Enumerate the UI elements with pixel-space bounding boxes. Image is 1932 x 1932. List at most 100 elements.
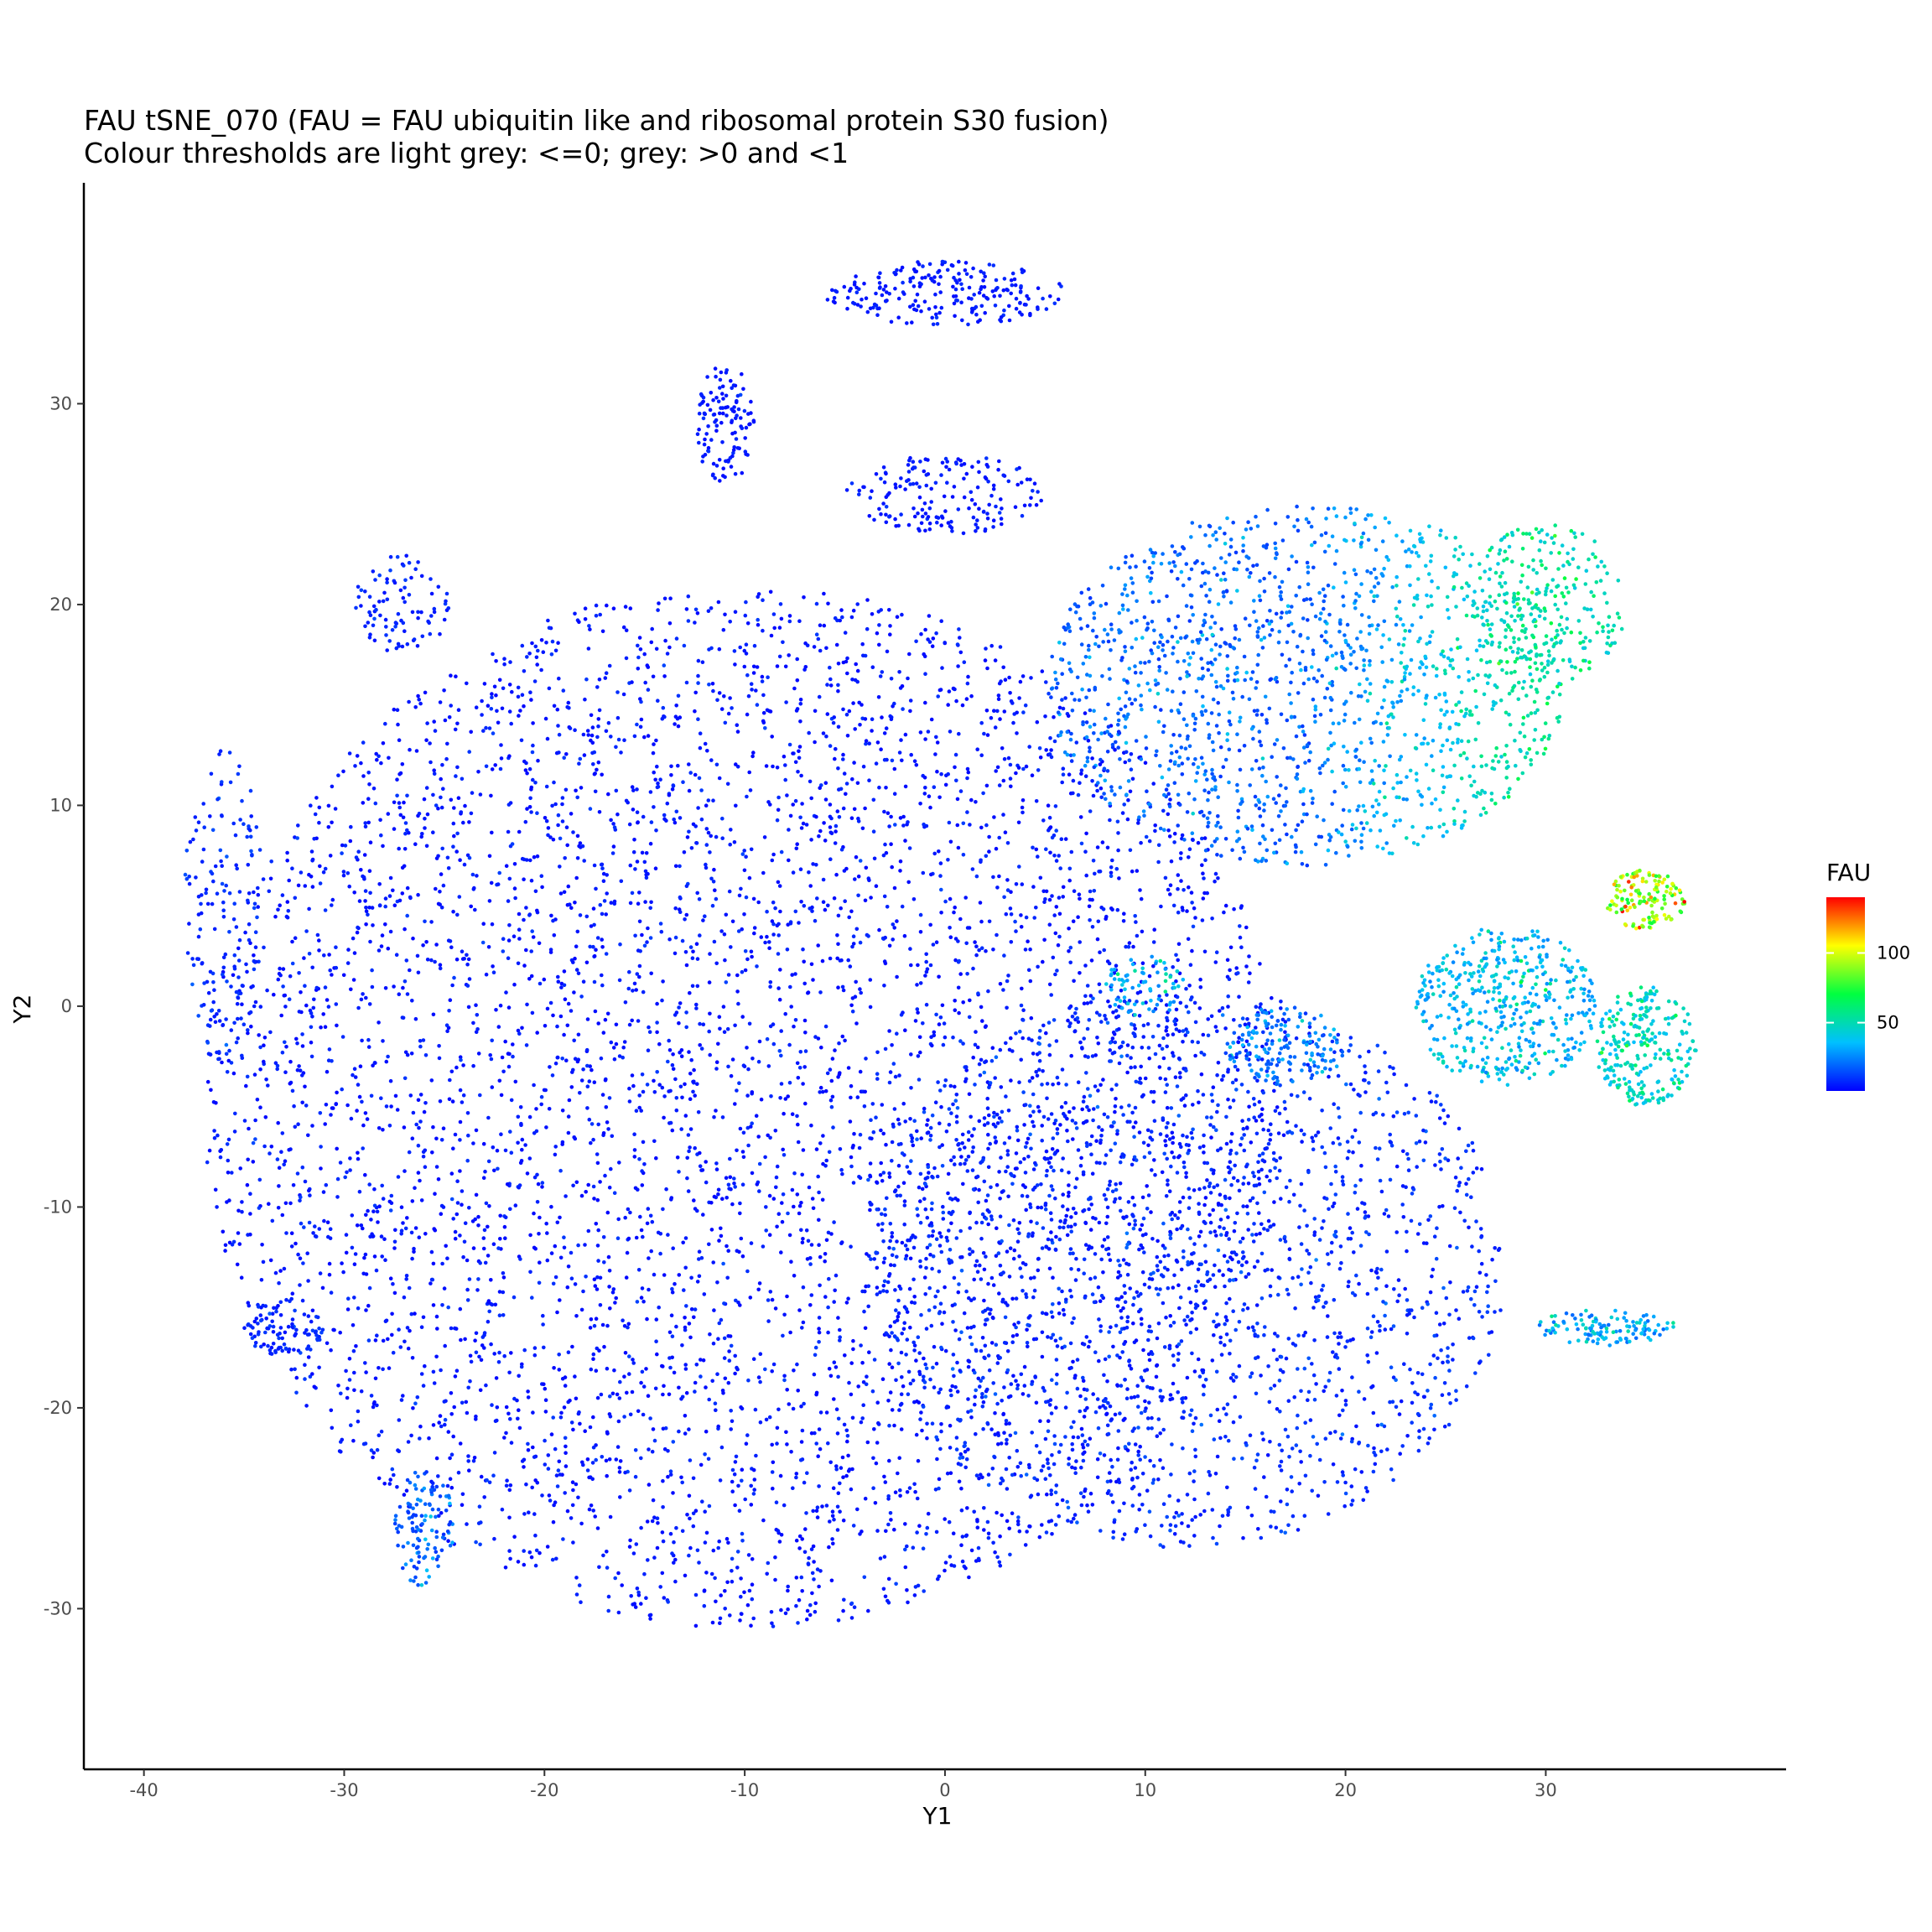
data-point xyxy=(522,669,527,673)
data-point xyxy=(1221,1273,1225,1277)
data-points xyxy=(183,259,1698,1628)
data-point xyxy=(913,1489,917,1494)
data-point xyxy=(326,1005,331,1009)
data-point xyxy=(839,787,844,792)
data-point xyxy=(318,881,323,886)
data-point xyxy=(323,908,328,912)
data-point xyxy=(324,1182,329,1187)
data-point xyxy=(724,1536,730,1541)
data-point xyxy=(261,877,266,881)
data-point xyxy=(1099,1020,1104,1024)
data-point xyxy=(1196,1357,1201,1362)
data-point xyxy=(519,1364,524,1369)
data-point xyxy=(861,1380,866,1384)
data-point xyxy=(1059,837,1064,841)
data-point xyxy=(445,1256,449,1260)
data-point xyxy=(979,1277,984,1281)
data-point xyxy=(651,1498,656,1503)
data-point xyxy=(269,1145,274,1149)
data-point xyxy=(851,934,856,938)
data-point xyxy=(563,997,568,1001)
data-point xyxy=(948,730,953,734)
data-point xyxy=(1002,756,1007,761)
data-point xyxy=(299,1221,304,1226)
data-point xyxy=(862,1309,866,1314)
data-point xyxy=(631,1083,636,1088)
data-point xyxy=(303,1363,307,1367)
data-point xyxy=(654,1339,658,1343)
data-point xyxy=(646,926,650,931)
data-point xyxy=(1184,1027,1188,1031)
data-point xyxy=(495,1405,500,1410)
data-point xyxy=(481,922,486,926)
data-point xyxy=(717,1015,722,1019)
data-point xyxy=(1104,1411,1109,1416)
data-point xyxy=(1088,1228,1093,1232)
data-point xyxy=(460,957,465,961)
data-point xyxy=(1188,1236,1192,1240)
data-point xyxy=(807,1185,812,1190)
data-point xyxy=(957,627,961,631)
data-point xyxy=(334,1102,339,1107)
data-point xyxy=(763,1367,767,1372)
data-point xyxy=(366,912,370,917)
data-point xyxy=(934,735,938,740)
data-point xyxy=(527,913,532,917)
data-point xyxy=(602,1344,606,1349)
data-point xyxy=(820,1197,825,1202)
data-point xyxy=(356,1306,361,1311)
data-point xyxy=(416,693,420,699)
data-point xyxy=(1177,1029,1182,1033)
data-point xyxy=(438,966,443,971)
data-point xyxy=(526,1448,531,1452)
data-point xyxy=(338,1161,343,1165)
data-point xyxy=(1038,1419,1042,1423)
data-point xyxy=(448,1456,452,1461)
data-point xyxy=(1087,904,1092,909)
data-point xyxy=(380,933,385,937)
data-point xyxy=(348,1168,352,1172)
data-point xyxy=(866,1177,870,1182)
data-point xyxy=(826,1305,830,1310)
data-point xyxy=(817,1340,821,1344)
data-point xyxy=(517,1374,521,1379)
data-point xyxy=(593,789,598,794)
data-point xyxy=(908,1117,912,1121)
data-point xyxy=(1041,818,1046,823)
data-point xyxy=(685,835,690,839)
data-point xyxy=(683,950,688,954)
data-point xyxy=(642,1571,647,1576)
data-point xyxy=(534,1548,539,1553)
data-point xyxy=(852,1605,857,1609)
data-point xyxy=(719,1317,724,1322)
data-point xyxy=(937,1486,941,1491)
data-point xyxy=(413,1311,417,1316)
data-point xyxy=(431,1012,436,1017)
data-point xyxy=(553,1244,558,1249)
data-point xyxy=(776,1407,781,1412)
data-point xyxy=(1115,1457,1120,1462)
data-point xyxy=(459,1057,463,1062)
data-point xyxy=(470,872,475,877)
data-point xyxy=(1000,1476,1004,1481)
data-point xyxy=(1028,979,1033,984)
data-point xyxy=(750,1090,755,1094)
data-point xyxy=(604,1105,609,1109)
data-point xyxy=(996,1442,1000,1446)
data-point xyxy=(458,1138,462,1142)
data-point xyxy=(577,1410,581,1415)
data-point xyxy=(1050,894,1054,898)
data-point xyxy=(431,792,435,797)
data-point xyxy=(314,1234,319,1239)
data-point xyxy=(1009,912,1014,917)
data-point xyxy=(507,754,512,758)
data-point xyxy=(923,1362,927,1367)
data-point xyxy=(649,900,653,905)
data-point xyxy=(872,856,877,861)
data-point xyxy=(824,646,828,651)
data-point xyxy=(714,1161,719,1166)
data-point xyxy=(594,1222,599,1226)
data-point xyxy=(927,614,932,618)
data-point xyxy=(822,591,826,596)
data-point xyxy=(352,1296,356,1300)
